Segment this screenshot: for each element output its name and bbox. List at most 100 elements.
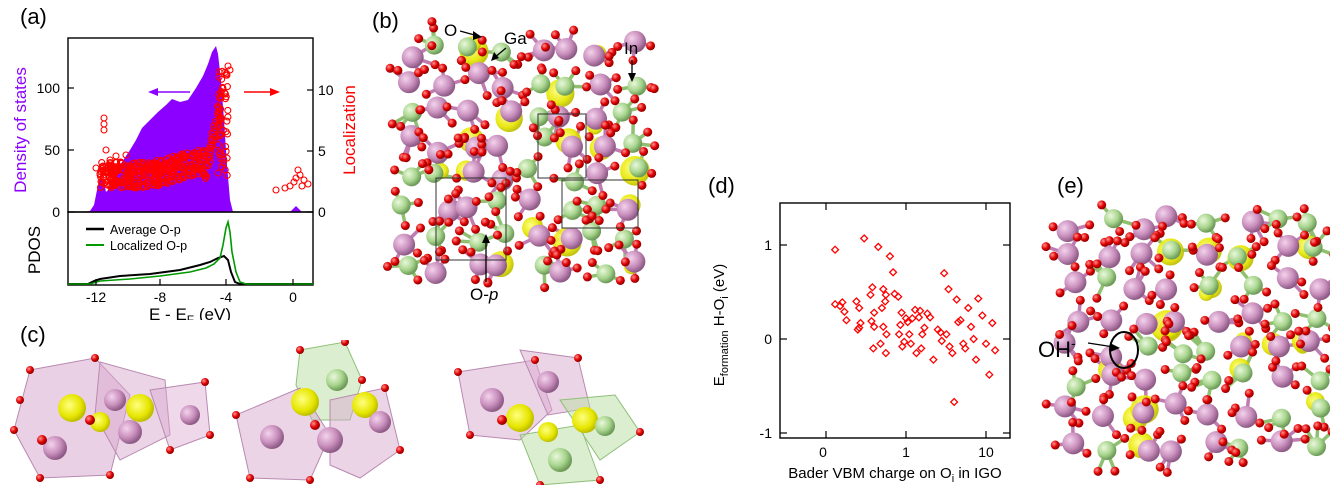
localization-point (127, 162, 135, 170)
localization-point (215, 68, 223, 76)
localization-point (139, 158, 147, 167)
localization-point (198, 156, 206, 164)
scatter-point (906, 339, 916, 349)
localization-point (190, 152, 198, 160)
localization-point (205, 152, 213, 160)
localization-point (223, 83, 231, 91)
localization-ylabel: Localization (340, 85, 359, 175)
localization-point (187, 172, 195, 180)
dos-ytick-50: 50 (44, 142, 60, 158)
localization-point (215, 122, 224, 130)
scatter-point (942, 329, 951, 339)
localization-point (173, 158, 181, 166)
scatter-point (936, 328, 945, 337)
polyhedra-cluster-2 (232, 340, 404, 484)
scatter-point (852, 297, 861, 306)
localization-point (191, 163, 200, 171)
label-in: In (624, 39, 638, 58)
scatter-point (830, 299, 840, 309)
polyhedra-cluster-3 (454, 349, 644, 485)
localization-point (214, 141, 222, 149)
localization-point (102, 146, 110, 154)
localization-point (125, 171, 133, 179)
localization-point (223, 171, 231, 179)
scatter-point (882, 329, 891, 339)
localization-point (210, 128, 218, 136)
localization-point (226, 66, 234, 74)
localization-point (290, 178, 298, 186)
localization-point (143, 178, 151, 186)
localization-point (294, 166, 302, 174)
scatter-point (878, 284, 888, 294)
scatter-point (903, 317, 913, 327)
localization-point (222, 71, 230, 79)
scatter-point (838, 298, 847, 307)
scatter-point (869, 308, 879, 317)
scatter-point (898, 342, 907, 351)
scatter-point (971, 355, 981, 364)
localization-point (97, 173, 105, 181)
localization-point (224, 62, 232, 70)
localization-point (106, 156, 114, 164)
scatter-point (873, 242, 883, 252)
legend-average-label: Average O-p (110, 223, 181, 237)
scatter-point (937, 336, 947, 346)
dos-ytick-100: 100 (37, 80, 61, 96)
scatter-point (963, 303, 973, 313)
localization-point (99, 174, 108, 182)
loc-ytick-0: 0 (318, 204, 326, 220)
dos-ylabel: Density of states (11, 67, 30, 193)
structure-b-boxes (435, 113, 639, 261)
label-o-p: O-p (470, 285, 498, 304)
scatter-point (969, 334, 978, 344)
pdos-localized-line (68, 218, 313, 285)
localization-point (224, 113, 232, 121)
scatter-point (868, 344, 878, 353)
scatter-point (929, 355, 938, 364)
scatter-point (916, 344, 926, 353)
scatter-point (840, 307, 849, 317)
localization-point (220, 155, 228, 164)
localization-point (168, 161, 176, 169)
localization-point (221, 143, 230, 151)
localization-point (222, 147, 230, 155)
localization-point (217, 89, 225, 97)
scatter-point (944, 284, 953, 294)
scatter-point (859, 234, 869, 243)
localization-point (167, 172, 175, 180)
scatter-point (948, 348, 957, 358)
scatter-point (918, 329, 927, 339)
scatter-point (853, 325, 863, 334)
scatter-point (877, 303, 887, 313)
panel-a-dos-plot: 0 50 100 0 5 10 Density of states Locali… (11, 37, 359, 320)
localization-point (221, 90, 229, 98)
scatter-point (881, 348, 891, 358)
localization-point (180, 168, 188, 176)
scatter-point (945, 342, 954, 351)
scatter-points (830, 234, 1000, 407)
xtick-10: 10 (978, 444, 994, 460)
localization-point (103, 181, 111, 189)
localization-point (112, 152, 120, 160)
scatter-point (869, 322, 879, 332)
xtick-neg12: -12 (86, 289, 106, 305)
scatter-point (978, 311, 987, 320)
scatter-point (893, 292, 903, 302)
scatter-point (854, 323, 864, 333)
localization-point (99, 163, 107, 172)
localization-point (160, 159, 168, 167)
localization-point (160, 178, 168, 186)
localization-point (304, 180, 312, 188)
localization-points (92, 62, 312, 194)
localization-point (298, 182, 306, 190)
scatter-point (952, 295, 961, 304)
localization-point (100, 114, 108, 122)
localization-point (286, 182, 294, 190)
localization-point (204, 162, 212, 170)
localization-point (191, 159, 199, 168)
scatter-point (842, 315, 851, 325)
scatter-point (915, 306, 925, 316)
localization-point (215, 117, 223, 125)
localization-point (216, 132, 224, 140)
localization-point (214, 110, 222, 118)
